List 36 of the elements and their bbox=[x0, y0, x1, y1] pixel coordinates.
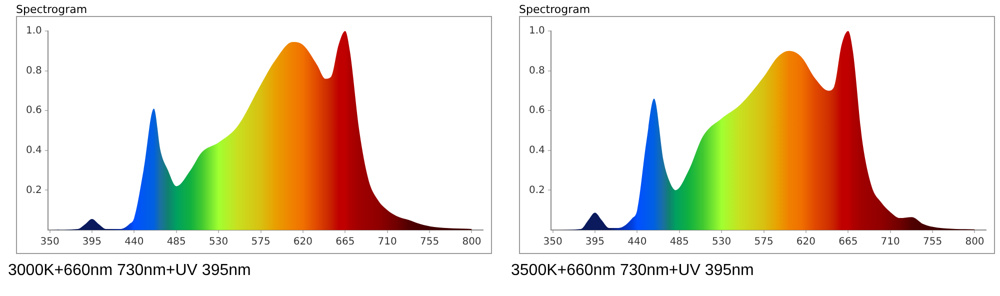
x-tick-label: 350 bbox=[543, 236, 562, 248]
y-tick-label: 1.0 bbox=[26, 26, 42, 37]
y-tick-label: 0.4 bbox=[528, 144, 545, 156]
y-tick-label: 0.6 bbox=[26, 105, 42, 116]
x-tick-label: 575 bbox=[754, 236, 774, 248]
y-tick-label: 1.0 bbox=[528, 26, 545, 37]
y-tick-label: 0.6 bbox=[528, 105, 545, 116]
x-tick-label: 755 bbox=[420, 236, 440, 248]
y-tick-label: 0.2 bbox=[528, 184, 545, 196]
x-tick-label: 665 bbox=[838, 236, 858, 248]
y-tick-label: 0.8 bbox=[26, 65, 42, 76]
x-tick-label: 530 bbox=[712, 236, 732, 248]
x-tick-label: 530 bbox=[209, 236, 228, 248]
x-tick-label: 440 bbox=[628, 236, 647, 248]
x-tick-label: 710 bbox=[880, 236, 900, 248]
x-tick-label: 710 bbox=[378, 236, 397, 248]
x-tick-label: 485 bbox=[166, 236, 186, 248]
chart-title: Spectrogram bbox=[16, 3, 88, 16]
x-tick-label: 800 bbox=[965, 236, 984, 248]
x-tick-label: 800 bbox=[462, 236, 482, 248]
x-tick-label: 575 bbox=[251, 236, 270, 248]
x-tick-label: 665 bbox=[336, 236, 355, 248]
chart-title: Spectrogram bbox=[519, 3, 590, 16]
x-tick-label: 350 bbox=[40, 236, 60, 248]
x-tick-label: 485 bbox=[670, 236, 689, 248]
x-tick-label: 755 bbox=[923, 236, 942, 248]
text: 3500K+660nm 730nm+UV 395nm bbox=[511, 262, 754, 280]
x-tick-label: 395 bbox=[82, 236, 102, 248]
x-tick-label: 620 bbox=[293, 236, 313, 248]
x-tick-label: 440 bbox=[124, 236, 144, 248]
y-tick-label: 0.8 bbox=[528, 65, 545, 76]
x-tick-label: 395 bbox=[585, 236, 605, 248]
text: 3000K+660nm 730nm+UV 395nm bbox=[8, 262, 251, 280]
y-tick-label: 0.2 bbox=[26, 184, 42, 196]
x-tick-label: 620 bbox=[796, 236, 816, 248]
y-tick-label: 0.4 bbox=[26, 144, 42, 156]
